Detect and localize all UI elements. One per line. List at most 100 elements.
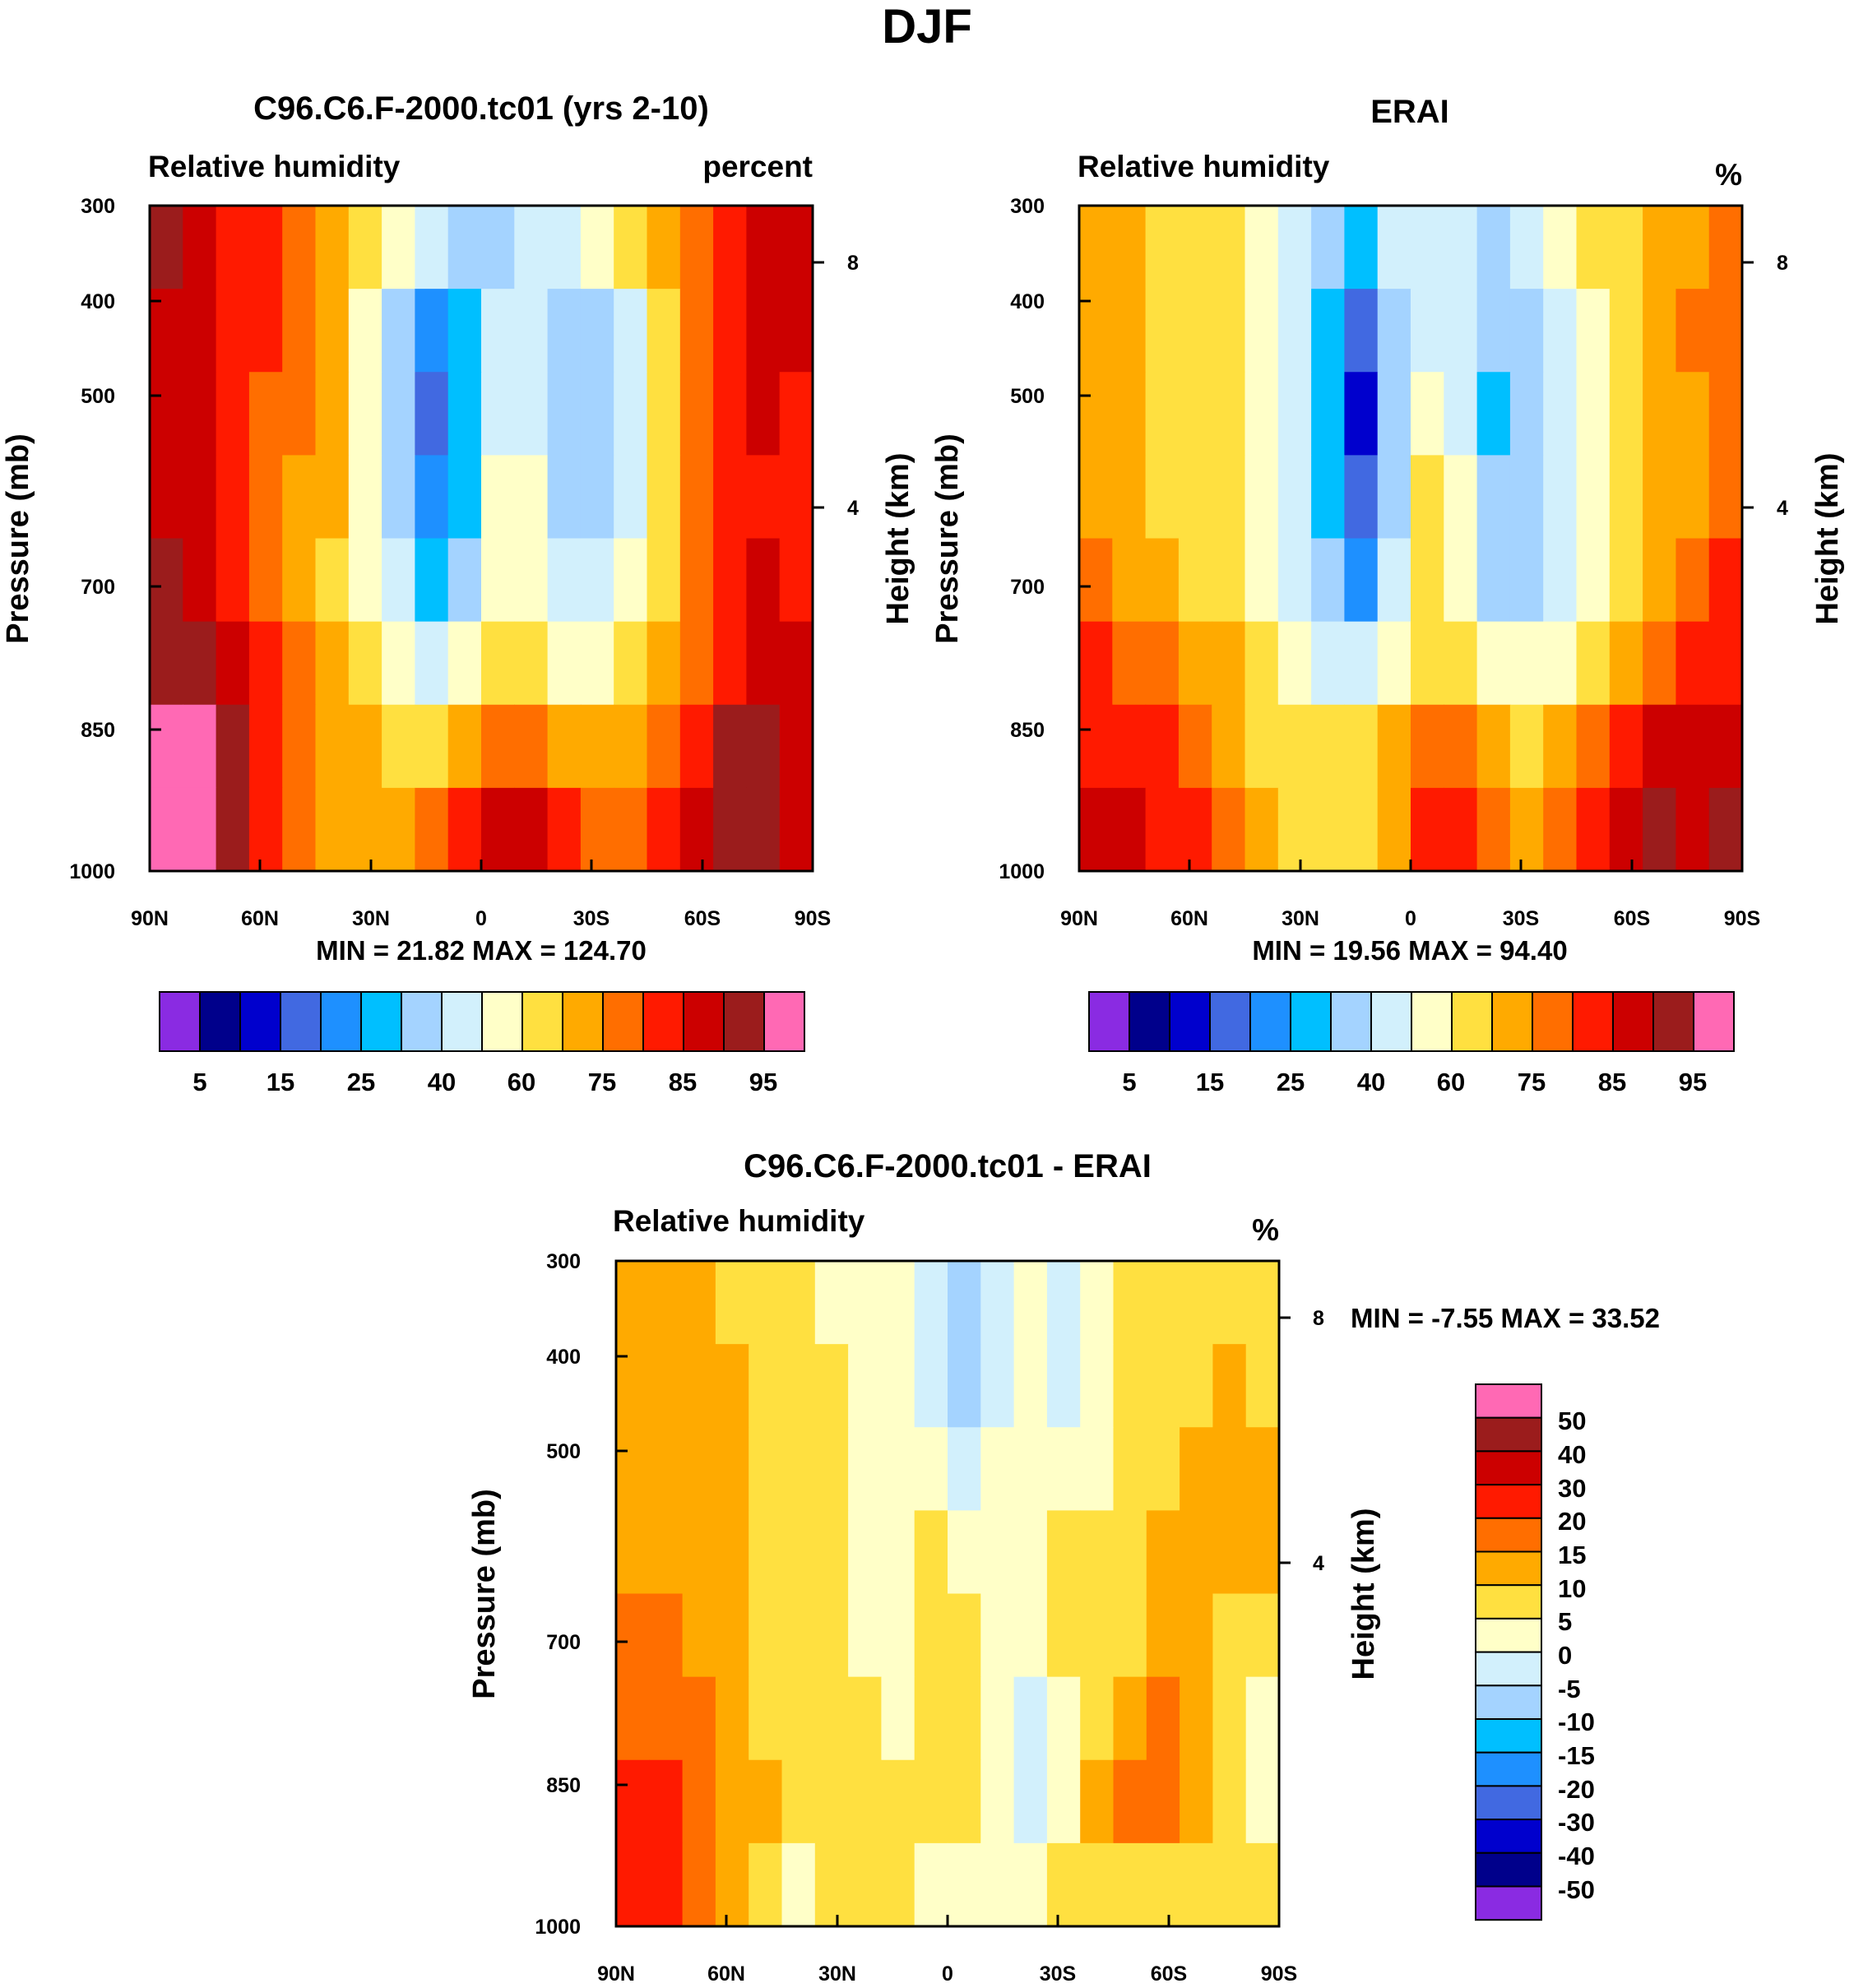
contour-cell bbox=[1411, 621, 1444, 706]
colorbar-box bbox=[199, 991, 241, 1052]
contour-cell bbox=[1113, 1344, 1147, 1428]
contour-cell bbox=[1244, 787, 1279, 872]
contour-cell bbox=[547, 206, 582, 290]
contour-cell bbox=[1311, 455, 1345, 540]
colorbar-box bbox=[481, 991, 523, 1052]
contour-cell bbox=[282, 372, 317, 456]
contour-cell bbox=[1643, 538, 1676, 623]
contour-cell bbox=[248, 455, 283, 540]
contour-cell bbox=[1476, 206, 1511, 290]
contour-cell bbox=[1377, 787, 1411, 872]
contour-cell bbox=[1112, 538, 1147, 623]
contour-cell bbox=[881, 1344, 915, 1428]
x-tick-label: 30N bbox=[352, 907, 390, 930]
colorbar-box bbox=[441, 991, 483, 1052]
colorbar-box bbox=[360, 991, 402, 1052]
contour-cell bbox=[1112, 206, 1147, 290]
contour-cell bbox=[1146, 1261, 1180, 1345]
contour-cell bbox=[315, 704, 350, 789]
contour-cell bbox=[1708, 787, 1743, 872]
contour-cell bbox=[1244, 455, 1279, 540]
colorbar-box bbox=[1249, 991, 1291, 1052]
y-ticks: 300 400 500 700 850 1000 bbox=[999, 195, 1045, 883]
contour-cell bbox=[914, 1759, 948, 1844]
contour-cell bbox=[1476, 372, 1511, 456]
height-tick-label: 8 bbox=[1777, 252, 1788, 275]
contour-cell bbox=[580, 787, 614, 872]
contour-cell bbox=[447, 372, 482, 456]
contour-cell bbox=[1411, 372, 1444, 456]
contour-cell bbox=[183, 538, 217, 623]
colorbar-box bbox=[239, 991, 281, 1052]
height-tick-label: 8 bbox=[1313, 1307, 1324, 1330]
x-tick-label: 30S bbox=[573, 907, 610, 930]
contour-cell bbox=[1543, 538, 1578, 623]
contour-cell bbox=[814, 1261, 849, 1345]
contour-cell bbox=[616, 1593, 650, 1678]
contour-cell bbox=[1609, 289, 1643, 373]
contour-cell bbox=[1046, 1344, 1081, 1428]
contour-cell bbox=[580, 289, 614, 373]
contour-cell bbox=[1344, 289, 1379, 373]
contour-cell bbox=[447, 206, 482, 290]
contour-cell bbox=[1311, 538, 1345, 623]
contour-cell bbox=[248, 538, 283, 623]
contour-cell bbox=[948, 1427, 981, 1511]
contour-cell bbox=[248, 206, 283, 290]
variable-label: Relative humidity bbox=[1078, 150, 1330, 183]
colorbar-label: 5 bbox=[1558, 1607, 1572, 1636]
height-tick-label: 8 bbox=[847, 252, 859, 275]
contour-cell bbox=[682, 1344, 716, 1428]
contour-cell bbox=[1377, 704, 1411, 789]
contour-cell bbox=[1145, 621, 1180, 706]
contour-cell bbox=[679, 538, 714, 623]
contour-cell bbox=[1311, 372, 1345, 456]
units-label: % bbox=[1252, 1213, 1279, 1247]
contour-cell bbox=[679, 787, 714, 872]
contour-cell bbox=[1244, 206, 1279, 290]
contour-cell bbox=[1576, 787, 1611, 872]
contour-cell bbox=[1576, 538, 1611, 623]
colorbar-box bbox=[1612, 991, 1654, 1052]
contour-cell bbox=[1079, 289, 1113, 373]
contour-cell bbox=[614, 787, 648, 872]
contour-cell bbox=[1377, 538, 1411, 623]
main-title: DJF bbox=[882, 0, 972, 53]
contour-cell bbox=[1080, 1759, 1115, 1844]
x-tick-label: 90N bbox=[597, 1963, 635, 1986]
colorbar-box bbox=[1475, 1416, 1542, 1453]
y-tick-label: 300 bbox=[81, 195, 115, 218]
contour-cell bbox=[1609, 621, 1643, 706]
contour-cell bbox=[980, 1510, 1015, 1595]
contour-cell bbox=[1180, 1676, 1213, 1761]
colorbar-label: 95 bbox=[1679, 1068, 1707, 1096]
colorbar-label: 40 bbox=[428, 1068, 456, 1096]
contour-cell bbox=[580, 538, 614, 623]
contour-cell bbox=[1643, 704, 1676, 789]
contour-cell bbox=[415, 621, 449, 706]
contour-cell bbox=[348, 787, 382, 872]
contour-cell bbox=[150, 621, 183, 706]
contour-cell bbox=[1609, 455, 1643, 540]
colorbar-label: 75 bbox=[588, 1068, 616, 1096]
contour-cell bbox=[1212, 1427, 1247, 1511]
contour-cell bbox=[1245, 1344, 1280, 1428]
colorbar-box bbox=[1475, 1751, 1542, 1787]
contour-cell bbox=[1178, 206, 1212, 290]
contour-cell bbox=[713, 538, 747, 623]
y-ticks: 300 400 500 700 850 1000 bbox=[69, 195, 115, 883]
contour-cell bbox=[248, 621, 283, 706]
colorbar-box bbox=[1475, 1851, 1542, 1888]
units-label: percent bbox=[702, 150, 813, 183]
colorbar-box bbox=[1475, 1450, 1542, 1486]
colorbar bbox=[1088, 991, 1735, 1052]
panel-model: C96.C6.F-2000.tc01 (yrs 2-10) Relative h… bbox=[1, 90, 915, 1096]
contour-cell bbox=[1112, 704, 1147, 789]
colorbar-box bbox=[1475, 1885, 1542, 1921]
contour-cell bbox=[547, 538, 582, 623]
contour-cell bbox=[514, 455, 549, 540]
contour-cell bbox=[1411, 289, 1444, 373]
contour-cell bbox=[779, 704, 813, 789]
y-axis-label: Pressure (mb) bbox=[1, 433, 35, 644]
contour-cell bbox=[781, 1510, 816, 1595]
